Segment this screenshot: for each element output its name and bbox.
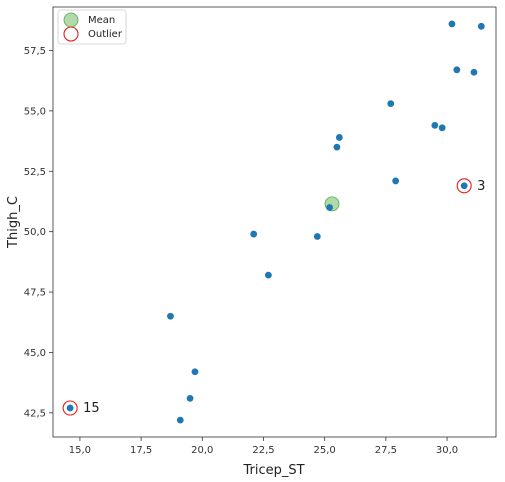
x-tick-label: 27,5 (375, 445, 397, 456)
y-tick-label: 45,0 (24, 348, 46, 359)
data-point (167, 312, 174, 320)
x-tick-label: 17,5 (130, 445, 152, 456)
x-tick-label: 15,0 (69, 445, 91, 456)
y-axis-label: Thigh_C (6, 196, 21, 249)
data-point (66, 404, 74, 412)
y-axis: 42,5 45,0 47,5 50,0 52,5 55,0 57,5 (24, 46, 53, 419)
data-point (186, 394, 194, 402)
outlier-marker-layer: 3 15 (62, 178, 485, 416)
legend-outlier-label: Outlier (88, 29, 123, 40)
x-tick-label: 22,5 (252, 445, 274, 456)
data-point (387, 100, 395, 108)
plot-area (52, 6, 497, 438)
data-point (448, 20, 456, 28)
outlier-label: 3 (477, 179, 485, 194)
y-tick-label: 47,5 (24, 288, 46, 299)
legend-mean-label: Mean (88, 15, 115, 26)
data-point (392, 177, 400, 185)
legend-mean-marker (63, 12, 79, 28)
x-tick-label: 25,0 (314, 445, 336, 456)
y-tick-label: 50,0 (24, 227, 46, 238)
data-point (313, 233, 321, 240)
legend-outlier-marker (63, 26, 79, 42)
data-point (333, 143, 341, 151)
outlier-label: 15 (83, 401, 100, 416)
data-point (176, 416, 184, 424)
data-point (460, 182, 468, 190)
data-point (431, 121, 439, 129)
y-tick-label: 57,5 (24, 46, 46, 57)
legend: Mean Outlier (57, 9, 127, 45)
data-point (191, 368, 199, 376)
x-tick-label: 30,0 (436, 445, 458, 456)
y-tick-label: 55,0 (24, 106, 46, 117)
outlier-marker (62, 400, 78, 416)
data-point (438, 124, 446, 132)
y-tick-label: 52,5 (24, 167, 46, 178)
data-point (264, 271, 272, 279)
data-points (66, 20, 485, 424)
y-tick-label: 42,5 (24, 408, 46, 419)
outlier-marker (456, 178, 472, 194)
data-point (326, 204, 333, 211)
data-point (250, 230, 258, 238)
data-point (470, 68, 478, 76)
data-point (453, 66, 461, 74)
data-point (477, 22, 485, 30)
data-point (335, 134, 343, 141)
x-tick-label: 20,0 (191, 445, 213, 456)
x-axis-label: Tricep_ST (242, 463, 304, 478)
x-axis: 15,0 17,5 20,0 22,5 25,0 27,5 30,0 (69, 437, 458, 456)
